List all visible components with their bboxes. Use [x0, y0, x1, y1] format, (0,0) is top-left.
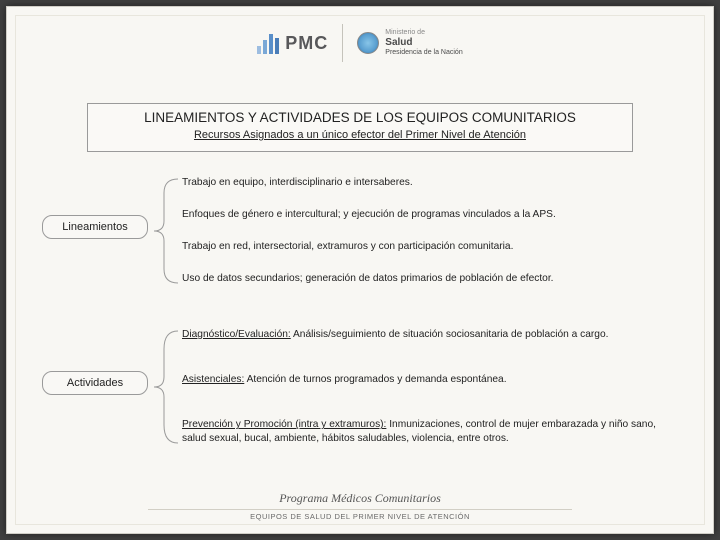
list-item: Uso de datos secundarios; generación de … [182, 271, 683, 287]
footer: Programa Médicos Comunitarios EQUIPOS DE… [7, 491, 713, 521]
pmc-logo: PMC [257, 32, 328, 54]
ministerio-text: Ministerio de Salud Presidencia de la Na… [385, 29, 462, 57]
list-item: Prevención y Promoción (intra y extramur… [182, 417, 683, 447]
category-label-actividades: Actividades [42, 371, 148, 395]
title-line1: LINEAMIENTOS Y ACTIVIDADES DE LOS EQUIPO… [98, 110, 622, 125]
escudo-icon [357, 32, 379, 54]
lineamientos-items: Trabajo en equipo, interdisciplinario e … [182, 175, 683, 287]
list-item: Asistenciales: Atención de turnos progra… [182, 372, 683, 388]
bracket-icon [150, 173, 178, 289]
list-item: Trabajo en equipo, interdisciplinario e … [182, 175, 683, 191]
list-item: Enfoques de género e intercultural; y ej… [182, 207, 683, 223]
title-box: LINEAMIENTOS Y ACTIVIDADES DE LOS EQUIPO… [87, 103, 633, 152]
divider-icon [342, 24, 343, 62]
ministerio-logo: Ministerio de Salud Presidencia de la Na… [357, 29, 462, 57]
footer-rule-icon [148, 509, 572, 510]
slide: PMC Ministerio de Salud Presidencia de l… [6, 6, 714, 534]
category-label-lineamientos: Lineamientos [42, 215, 148, 239]
list-item: Diagnóstico/Evaluación: Análisis/seguimi… [182, 327, 683, 343]
pmc-label: PMC [285, 33, 328, 54]
footer-subtitle: EQUIPOS DE SALUD DEL PRIMER NIVEL DE ATE… [7, 512, 713, 521]
bracket-icon [150, 325, 178, 449]
section-lineamientos: Lineamientos Trabajo en equipo, interdis… [42, 175, 683, 287]
title-line2: Recursos Asignados a un único efector de… [194, 129, 526, 141]
pmc-bars-icon [257, 32, 279, 54]
actividades-items: Diagnóstico/Evaluación: Análisis/seguimi… [182, 327, 683, 447]
header-logos: PMC Ministerio de Salud Presidencia de l… [7, 19, 713, 67]
section-actividades: Actividades Diagnóstico/Evaluación: Anál… [42, 327, 683, 447]
list-item: Trabajo en red, intersectorial, extramur… [182, 239, 683, 255]
footer-title: Programa Médicos Comunitarios [7, 491, 713, 506]
